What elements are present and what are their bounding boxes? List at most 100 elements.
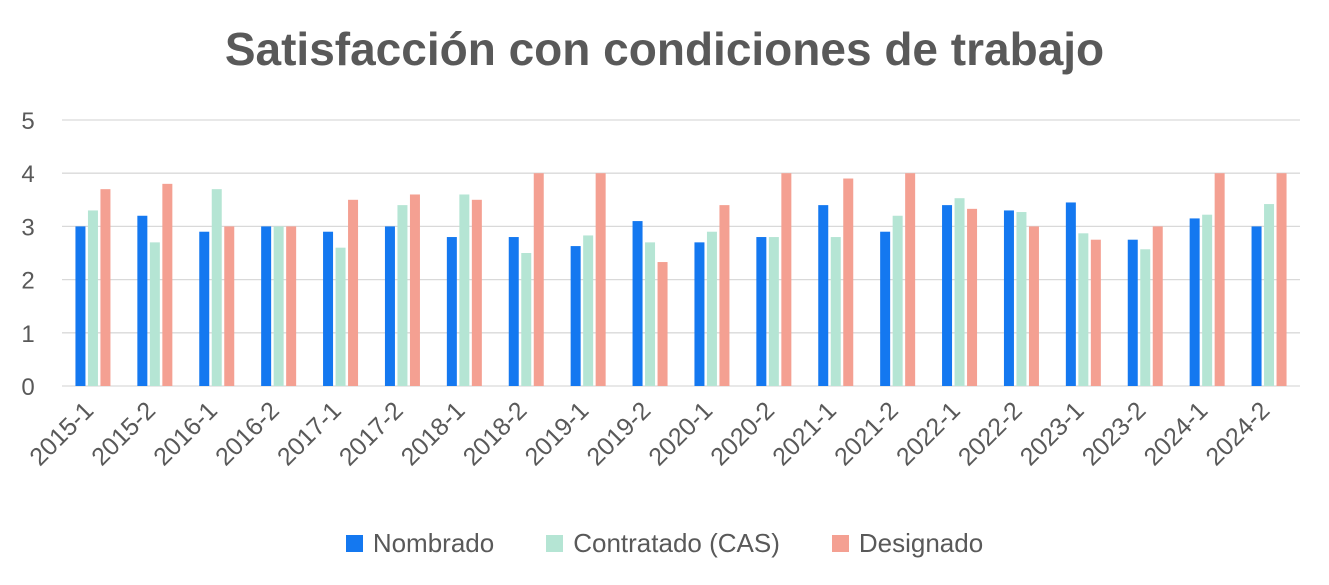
x-axis-ticks: 2015-12015-22016-12016-22017-12017-22018… (24, 396, 1275, 471)
bar (1214, 173, 1225, 386)
bar (632, 221, 643, 386)
x-tick-label: 2018-1 (396, 396, 471, 471)
bar (967, 208, 978, 386)
x-tick-label: 2021-1 (767, 396, 842, 471)
bar (409, 194, 420, 386)
bar (446, 237, 457, 386)
x-tick-label: 2015-1 (24, 396, 99, 471)
legend-label: Nombrado (372, 528, 495, 558)
y-tick-label: 0 (21, 374, 34, 401)
bar (261, 226, 272, 386)
legend-swatch (546, 535, 564, 552)
x-tick-label: 2022-1 (891, 396, 966, 471)
bar (830, 237, 841, 386)
bar (694, 242, 705, 386)
bars (75, 173, 1287, 386)
bar (645, 242, 656, 386)
bar (818, 205, 829, 386)
bar (1264, 204, 1275, 386)
bar (508, 237, 519, 386)
bar (583, 235, 594, 386)
x-tick-label: 2019-1 (520, 396, 595, 471)
bar (570, 246, 581, 386)
chart-title: Satisfacción con condiciones de trabajo (224, 23, 1105, 75)
bar (397, 205, 408, 386)
bar (1152, 226, 1163, 386)
bar (224, 226, 235, 386)
legend-swatch (345, 535, 363, 552)
bar (100, 189, 111, 386)
x-tick-label: 2019-2 (581, 396, 656, 471)
bar (459, 194, 470, 386)
y-tick-label: 4 (21, 161, 34, 188)
bar (75, 226, 86, 386)
bar (1251, 226, 1262, 386)
x-tick-label: 2016-2 (210, 396, 285, 471)
legend-label: Contratado (CAS) (573, 528, 780, 558)
bar (137, 215, 148, 386)
bar (880, 231, 891, 386)
legend-item-designado: Designado (831, 528, 984, 559)
bar (657, 262, 668, 386)
bar (1189, 218, 1200, 386)
y-tick-label: 3 (21, 214, 34, 241)
x-tick-label: 2020-1 (643, 396, 718, 471)
bar (1028, 226, 1039, 386)
bar (1016, 212, 1027, 386)
x-tick-label: 2024-2 (1200, 396, 1275, 471)
bar (843, 178, 854, 386)
bar (384, 226, 395, 386)
x-tick-label: 2021-2 (829, 396, 904, 471)
y-tick-label: 5 (21, 108, 34, 135)
x-tick-label: 2017-1 (272, 396, 347, 471)
bar (892, 215, 903, 386)
bar (756, 237, 767, 386)
x-tick-label: 2015-2 (86, 396, 161, 471)
bar (286, 226, 297, 386)
x-tick-label: 2020-2 (705, 396, 780, 471)
bar (942, 205, 953, 386)
bar (905, 173, 916, 386)
bar (87, 210, 98, 386)
bar (768, 237, 779, 386)
bar (1276, 173, 1287, 386)
bar (199, 231, 210, 386)
bar (1140, 249, 1151, 386)
bar (1078, 233, 1089, 386)
x-tick-label: 2023-1 (1015, 396, 1090, 471)
bar (1202, 214, 1213, 386)
bar (595, 173, 606, 386)
bar (149, 242, 160, 386)
bar (533, 173, 544, 386)
x-tick-label: 2022-2 (953, 396, 1028, 471)
legend-swatch (831, 535, 849, 552)
bar (781, 173, 792, 386)
x-tick-label: 2018-2 (458, 396, 533, 471)
x-tick-label: 2024-1 (1139, 396, 1214, 471)
legend-label: Designado (858, 528, 984, 558)
bar (954, 198, 965, 386)
legend-item-contratado: Contratado (CAS) (546, 528, 780, 559)
bar (1090, 239, 1101, 386)
bar (348, 199, 359, 386)
y-axis-ticks: 0 1 2 3 4 5 (21, 108, 34, 401)
gridlines (62, 119, 1300, 387)
y-tick-label: 1 (21, 321, 34, 348)
bar (335, 247, 346, 386)
legend-item-nombrado: Nombrado (345, 528, 495, 559)
bar (521, 253, 532, 386)
x-tick-label: 2017-2 (334, 396, 409, 471)
legend: Nombrado Contratado (CAS) Designado (0, 528, 1329, 559)
x-tick-label: 2016-1 (148, 396, 223, 471)
bar (323, 231, 334, 386)
bar (706, 231, 717, 386)
bar (273, 226, 284, 386)
bar (162, 183, 173, 386)
bar (1127, 239, 1138, 386)
x-tick-label: 2023-2 (1077, 396, 1152, 471)
bar (1003, 210, 1014, 386)
bar (719, 205, 730, 386)
bar (471, 199, 482, 386)
bar (211, 189, 222, 386)
